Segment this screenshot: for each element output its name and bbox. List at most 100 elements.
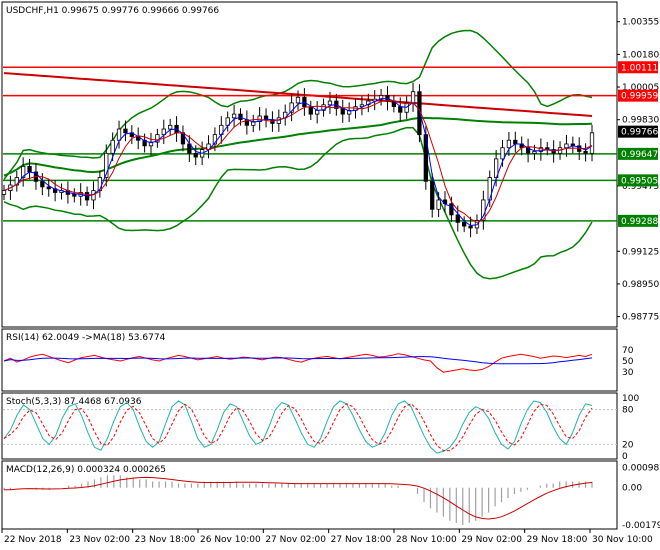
rsi-tick-0: 70 xyxy=(622,346,634,356)
price-panel-frame xyxy=(1,1,618,328)
stoch-tick-2: 20 xyxy=(622,440,634,450)
candle-body xyxy=(564,143,569,149)
candle-body xyxy=(500,147,505,160)
macd-header: MACD(12,26,9) 0.000324 0.000265 xyxy=(6,465,166,475)
price-tick-2: 1.00005 xyxy=(622,83,659,93)
candle-body xyxy=(295,96,301,104)
candle-body xyxy=(104,152,109,178)
candle-body xyxy=(359,104,365,108)
macd-tick-1: 0.00 xyxy=(622,484,642,494)
rsi-panel[interactable]: RSI(14) 62.0049 ->MA(18) 53.6774 xyxy=(1,328,618,392)
candle-body xyxy=(251,121,256,126)
candle-body xyxy=(308,106,313,115)
candle-body xyxy=(21,165,26,178)
macd-signal-line xyxy=(4,476,593,520)
time-tick-4: 27 Nov 02:00 xyxy=(265,535,326,545)
level-tag-3 xyxy=(618,174,658,187)
candle-body xyxy=(289,102,294,113)
ma-long-green xyxy=(3,116,593,177)
rsi-tick-1: 50 xyxy=(622,357,634,367)
candle-body xyxy=(468,225,473,229)
macd-tick-0: 0.00098 xyxy=(622,463,659,473)
candle-body xyxy=(398,106,403,113)
stoch-panel[interactable]: Stoch(5,3,3) 87.4468 67.0936 xyxy=(1,392,618,460)
time-tick-8: 29 Nov 18:00 xyxy=(527,535,588,545)
bollinger-bands xyxy=(3,29,593,280)
stoch-k-line xyxy=(3,400,593,454)
rsi-header: RSI(14) 62.0049 ->MA(18) 53.6774 xyxy=(6,333,166,343)
time-tick-7: 29 Nov 02:00 xyxy=(461,535,522,545)
candle-body xyxy=(462,221,467,227)
candle-body xyxy=(148,141,154,147)
stoch-tick-1: 80 xyxy=(622,406,634,416)
macd-axis: 0.00098 0.00 -0.001795 xyxy=(622,463,660,530)
macd-tick-2: -0.001795 xyxy=(622,521,660,531)
candle-body xyxy=(430,180,435,210)
candle-body xyxy=(340,108,345,115)
macd-panel-frame xyxy=(1,460,618,530)
level-tag-text-0: 1.00111 xyxy=(621,63,658,73)
time-tick-9: 30 Nov 10:00 xyxy=(592,535,653,545)
candle-body xyxy=(116,128,122,141)
candle-body xyxy=(72,193,77,197)
stoch-axis: 100 80 20 0 xyxy=(622,394,639,462)
candle-body xyxy=(589,132,595,154)
macd-lines xyxy=(3,475,593,525)
price-panel[interactable]: USDCHF,H1 0.99675 0.99776 0.99666 0.9976… xyxy=(1,1,618,328)
stoch-tick-0: 100 xyxy=(622,394,639,404)
candle-body xyxy=(161,128,166,136)
candle-body xyxy=(193,152,198,158)
candle-body xyxy=(91,190,96,201)
candle-body xyxy=(346,109,352,115)
rsi-tick-2: 30 xyxy=(622,368,634,378)
macd-panel[interactable]: MACD(12,26,9) 0.000324 0.000265 xyxy=(1,460,618,530)
candle-body xyxy=(449,203,454,216)
bollinger-lower xyxy=(3,126,593,280)
candle-body xyxy=(513,139,518,145)
price-tick-1: 1.00180 xyxy=(622,50,659,60)
bollinger-upper xyxy=(3,29,593,180)
candle-body xyxy=(506,139,512,149)
candle-body xyxy=(532,151,537,154)
level-tags: 1.00111 0.99959 0.99647 0.99505 0.99288 0.997… xyxy=(618,61,658,227)
time-tick-5: 27 Nov 18:00 xyxy=(331,535,392,545)
price-tick-4: 0.99475 xyxy=(622,182,659,192)
candle-body xyxy=(212,134,218,145)
candles xyxy=(1,82,595,238)
time-tick-3: 26 Nov 10:00 xyxy=(200,535,261,545)
price-tick-0: 1.00355 xyxy=(622,18,659,28)
candle-body xyxy=(155,134,160,143)
candle-body xyxy=(110,139,115,154)
stoch-lines xyxy=(3,400,617,454)
ma-fast-red xyxy=(3,99,593,223)
time-tick-1: 23 Nov 02:00 xyxy=(69,535,130,545)
time-tick-0: 22 Nov 2018 xyxy=(4,535,62,545)
candle-body xyxy=(46,186,51,190)
candle-body xyxy=(1,190,7,195)
price-tick-3: 0.99830 xyxy=(622,116,659,126)
candle-body xyxy=(168,124,173,130)
rsi-ma-line xyxy=(3,356,593,365)
candle-body xyxy=(410,91,416,104)
moving-averages xyxy=(3,98,593,227)
stoch-d-line xyxy=(3,403,593,452)
candle-body xyxy=(123,128,128,134)
candle-body xyxy=(40,180,45,188)
candle-body xyxy=(257,115,262,122)
candle-body xyxy=(583,151,588,154)
level-tag-1 xyxy=(618,89,658,102)
level-tag-0 xyxy=(618,61,658,74)
rsi-line xyxy=(3,353,593,373)
level-tag-4 xyxy=(618,214,658,227)
level-tag-text-1: 0.99959 xyxy=(621,92,658,102)
level-tag-text-4: 0.99288 xyxy=(621,217,658,227)
current-price-tag xyxy=(618,125,658,138)
candle-body xyxy=(52,188,58,193)
symbol-header: USDCHF,H1 0.99675 0.99776 0.99666 0.9976… xyxy=(6,6,219,16)
candle-body xyxy=(455,214,460,223)
stoch-tick-3: 0 xyxy=(622,452,628,462)
candle-body xyxy=(327,100,333,106)
stoch-header: Stoch(5,3,3) 87.4468 67.0936 xyxy=(6,397,142,407)
